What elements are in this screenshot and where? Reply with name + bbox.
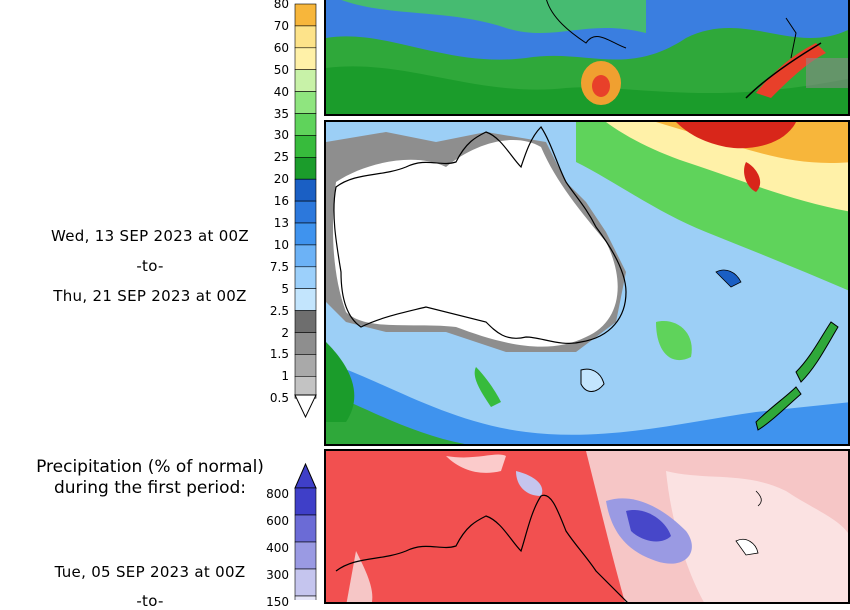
percent-colorbar-tick-label: 400 xyxy=(266,541,289,555)
colorbar-tick-label: 70 xyxy=(273,18,289,33)
percent-colorbar-graphic xyxy=(294,462,317,600)
colorbar-swatch xyxy=(294,157,317,180)
colorbar-swatch xyxy=(294,200,317,224)
colorbar-tick-label: 1 xyxy=(281,369,289,384)
colorbar-tick-label: 2.5 xyxy=(269,303,289,318)
colorbar-tick-label: 60 xyxy=(273,40,289,55)
percent-colorbar-tick-label: 600 xyxy=(266,514,289,528)
period-one-to: -to- xyxy=(136,257,164,275)
colorbar-swatch xyxy=(294,310,317,333)
colorbar-tick-label: 35 xyxy=(273,106,289,121)
colorbar-tick-label: 20 xyxy=(273,172,289,187)
colorbar-tick-label: 5 xyxy=(281,281,289,296)
percent-colorbar-swatch xyxy=(294,595,317,600)
colorbar-tick-label: 1.5 xyxy=(269,347,289,362)
colorbar-swatch xyxy=(294,47,317,70)
colorbar-max-triangle xyxy=(294,462,317,489)
percent-colorbar-swatch xyxy=(294,514,317,543)
percent-title-line2: during the first period: xyxy=(53,478,247,498)
colorbar-tick-label: 0.5 xyxy=(269,391,289,406)
colorbar-swatch xyxy=(294,25,317,49)
australia-coastline-lower xyxy=(335,494,628,602)
colorbar-tick-label: 50 xyxy=(273,62,289,77)
colorbar-swatch xyxy=(294,69,317,92)
precip-colorbar: 80 70 60 50 40 35 30 25 20 16 13 10 7.5 5 2.5 2 1.5 1 0.5 xyxy=(0,0,330,420)
colorbar-tick-label: 7.5 xyxy=(269,259,289,274)
colorbar-tick-label: 30 xyxy=(273,128,289,143)
percent-title-line1: Precipitation (% of normal) xyxy=(36,457,264,477)
percent-colorbar-tick-label: 300 xyxy=(266,568,289,582)
period-two-to: -to- xyxy=(136,592,164,610)
colorbar-swatch xyxy=(294,135,317,158)
colorbar-swatch xyxy=(294,113,317,136)
colorbar-swatch xyxy=(294,178,317,202)
colorbar-swatch xyxy=(294,91,317,114)
colorbar-tick-label: 40 xyxy=(273,84,289,99)
map-panel-top xyxy=(324,0,850,116)
australia-coastline xyxy=(333,126,627,344)
colorbar-min-triangle xyxy=(294,394,317,419)
colorbar-tick-label: 10 xyxy=(273,237,289,252)
percent-colorbar-swatch xyxy=(294,487,317,516)
colorbar-tick-label: 25 xyxy=(273,150,289,165)
colorbar-swatch xyxy=(294,354,317,377)
percent-colorbar: 800 600 400 300 150 xyxy=(0,460,330,608)
new-zealand-outline xyxy=(755,321,839,431)
period-two-start: Tue, 05 SEP 2023 at 00Z xyxy=(54,563,246,581)
tasmania-outline xyxy=(580,368,605,392)
colorbar-swatch xyxy=(294,332,317,355)
colorbar-swatch xyxy=(294,3,317,27)
colorbar-tick-label: 16 xyxy=(273,194,289,209)
period-one-start: Wed, 13 SEP 2023 at 00Z xyxy=(51,227,249,245)
colorbar-tick-label: 80 xyxy=(273,0,289,11)
period-one-end: Thu, 21 SEP 2023 at 00Z xyxy=(53,287,247,305)
map-panel-bottom xyxy=(324,449,850,604)
colorbar-tick-label: 13 xyxy=(273,216,289,230)
precip-map-top xyxy=(326,0,848,114)
precip-colorbar-graphic xyxy=(294,3,317,419)
precip-map-middle xyxy=(326,122,848,444)
map-panel-middle xyxy=(324,120,850,446)
colorbar-tick-label: 2 xyxy=(281,325,289,340)
percent-colorbar-tick-label: 800 xyxy=(266,487,289,501)
percent-map-bottom xyxy=(326,451,848,602)
